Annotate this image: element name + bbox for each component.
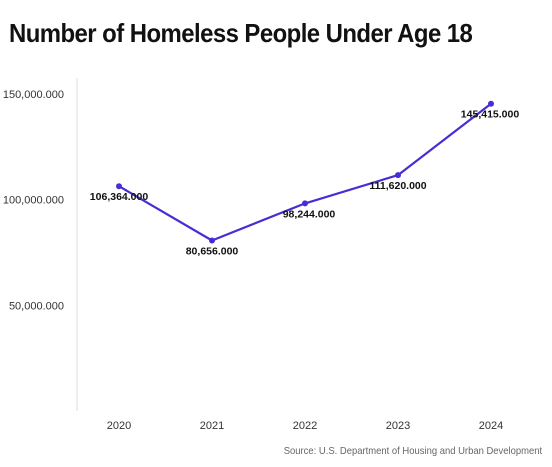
data-points [116, 100, 494, 244]
source-note: Source: U.S. Department of Housing and U… [283, 445, 542, 457]
data-label: 106,364.000 [90, 191, 149, 203]
data-point [302, 200, 308, 207]
data-label: 98,244.000 [283, 208, 336, 220]
x-tick-label: 2021 [200, 420, 224, 432]
x-tick-label: 2024 [479, 420, 503, 432]
x-tick-label: 2020 [107, 420, 131, 432]
y-tick-label: 50,000.000 [9, 300, 64, 312]
data-label: 145,415.000 [461, 109, 520, 121]
data-point [395, 172, 401, 179]
y-axis-ticks: 50,000.000 100,000.000 150,000.000 [3, 89, 64, 312]
x-tick-label: 2023 [386, 420, 410, 432]
data-labels: 106,364.000 80,656.000 98,244.000 111,620.0… [90, 109, 520, 258]
data-label: 80,656.000 [186, 246, 239, 258]
y-tick-label: 150,000.000 [3, 89, 64, 101]
y-tick-label: 100,000.000 [3, 195, 64, 207]
chart-title: Number of Homeless People Under Age 18 [9, 18, 473, 48]
x-tick-label: 2022 [293, 420, 317, 432]
data-label: 111,620.000 [369, 180, 426, 192]
data-point [209, 237, 215, 244]
data-point [488, 100, 494, 107]
x-axis-ticks: 2020 2021 2022 2023 2024 [107, 420, 503, 432]
data-point [116, 183, 122, 190]
